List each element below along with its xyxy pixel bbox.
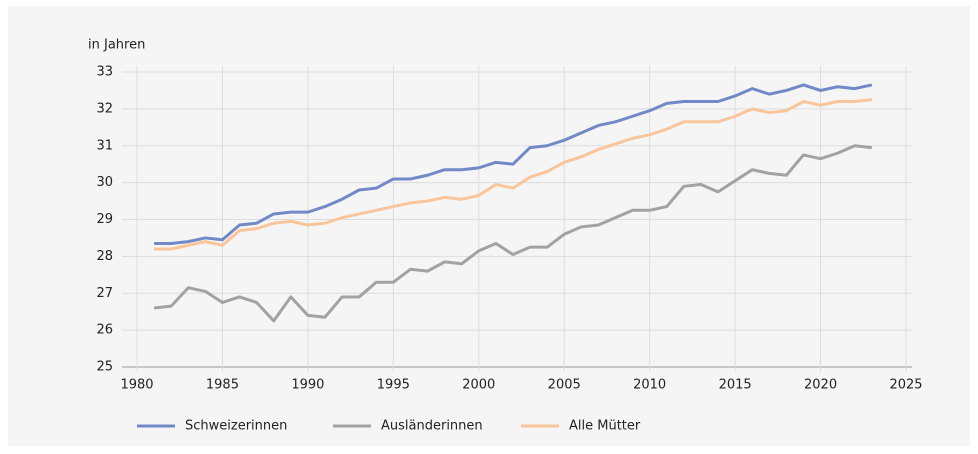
x-tick-label: 1985: [206, 378, 239, 393]
y-tick-label: 32: [96, 101, 113, 116]
legend-label: Alle Mütter: [569, 419, 641, 434]
x-tick-label: 2000: [462, 378, 495, 393]
y-tick-label: 33: [96, 65, 113, 80]
x-tick-label: 1990: [291, 378, 324, 393]
x-tick-label: 2015: [719, 378, 752, 393]
x-tick-label: 2010: [633, 378, 666, 393]
y-tick-label: 28: [96, 249, 113, 264]
y-axis-label: in Jahren: [88, 38, 145, 53]
series-line: [154, 98, 872, 251]
x-tick-label: 1980: [120, 378, 153, 393]
y-tick-label: 29: [96, 212, 113, 227]
legend-label: Ausländerinnen: [381, 419, 483, 434]
y-tick-label: 30: [96, 175, 113, 190]
x-tick-label: 2020: [804, 378, 837, 393]
y-tick-label: 31: [96, 138, 113, 153]
series-line: [153, 144, 872, 323]
x-tick-label: 2005: [548, 378, 581, 393]
x-tick-label: 1995: [377, 378, 410, 393]
legend-label: Schweizerinnen: [185, 419, 287, 434]
y-tick-label: 25: [96, 360, 113, 375]
y-tick-label: 26: [96, 323, 113, 338]
series-line: [154, 83, 873, 245]
y-tick-label: 27: [96, 286, 113, 301]
panel: [8, 6, 970, 446]
x-tick-label: 2025: [889, 378, 922, 393]
